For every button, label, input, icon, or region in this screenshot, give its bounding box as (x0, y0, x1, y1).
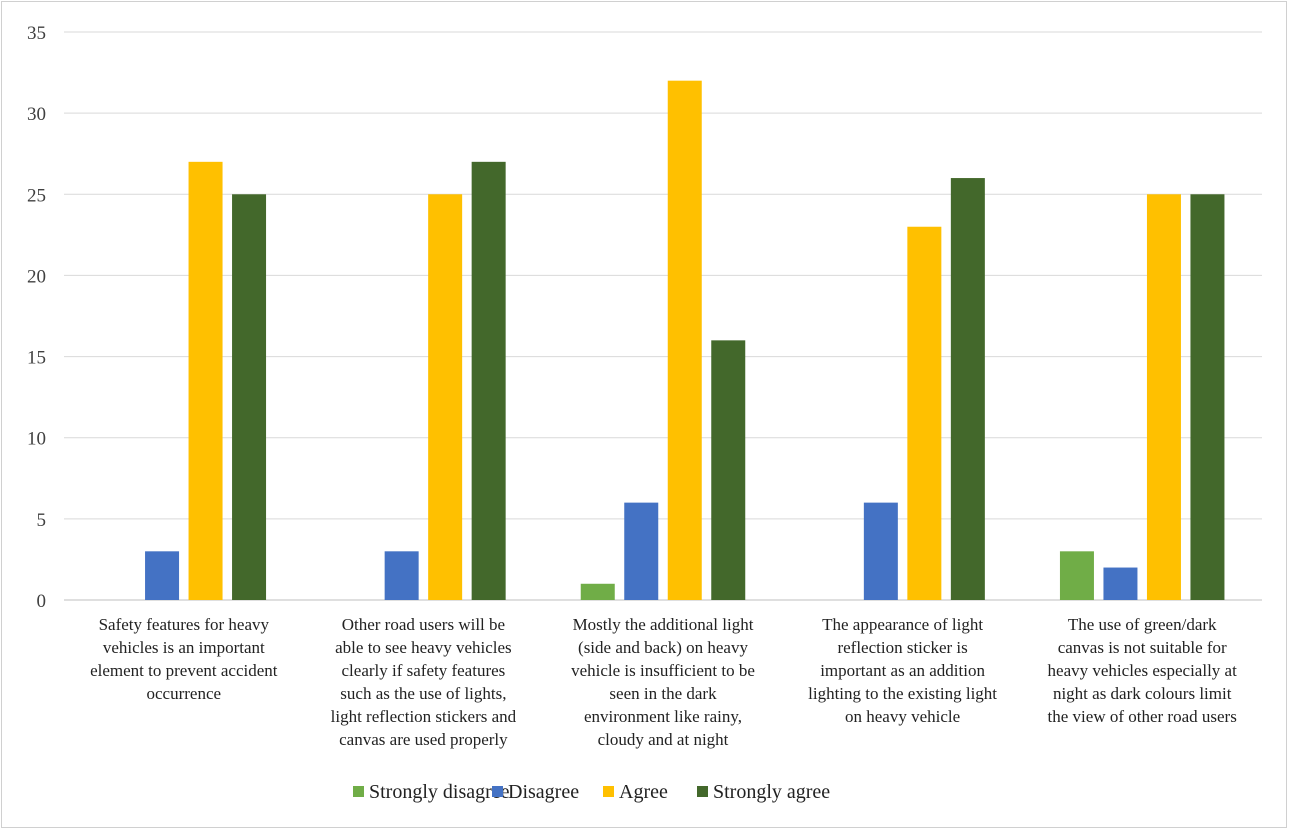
legend-label-2: Agree (619, 781, 668, 803)
y-tick-label: 10 (27, 429, 46, 450)
category-label-line: light reflection stickers and (331, 707, 517, 726)
category-label-line: cloudy and at night (598, 730, 729, 749)
category-label-line: The appearance of light (822, 615, 983, 634)
category-label-0: Safety features for heavy vehicles is an … (90, 615, 278, 703)
category-label-line: the view of other road users (1048, 707, 1237, 726)
bar-agree-4 (1146, 194, 1181, 601)
category-label-1: Other road users will be able to see heav… (331, 615, 517, 749)
legend-label-0: Strongly disagree (369, 781, 510, 803)
category-label-line: important as an addition (820, 661, 985, 680)
y-axis-ticks: 0 5 10 15 20 25 30 35 (27, 23, 46, 612)
category-label-line: Mostly the additional light (573, 615, 754, 634)
y-tick-label: 20 (27, 266, 46, 287)
legend-swatch-0 (353, 786, 364, 797)
category-label-line: (side and back) on heavy (578, 638, 748, 657)
bar-strongly-agree-0 (232, 194, 267, 601)
category-label-line: able to see heavy vehicles (335, 638, 512, 657)
bar-agree-1 (428, 194, 463, 601)
category-label-line: The use of green/dark (1068, 615, 1217, 634)
category-label-line: environment like rainy, (584, 707, 742, 726)
category-label-line: Safety features for heavy (99, 615, 270, 634)
category-label-3: The appearance of light reflection sticke… (808, 615, 997, 726)
category-label-line: on heavy vehicle (845, 707, 960, 726)
category-labels: Safety features for heavy vehicles is an … (90, 615, 1237, 749)
bar-agree-2 (667, 80, 702, 600)
category-label-4: The use of green/dark canvas is not suita… (1048, 615, 1238, 726)
legend-swatch-1 (492, 786, 503, 797)
category-label-line: lighting to the existing light (808, 684, 997, 703)
y-tick-label: 35 (27, 23, 46, 44)
y-tick-label: 5 (37, 510, 47, 531)
category-label-line: clearly if safety features (342, 661, 506, 680)
category-label-line: heavy vehicles especially at (1048, 661, 1238, 680)
bar-agree-0 (188, 161, 223, 601)
bar-strongly-agree-3 (950, 178, 985, 601)
bars (145, 80, 1225, 601)
category-label-line: occurrence (147, 684, 222, 703)
y-tick-label: 25 (27, 185, 46, 206)
bar-strongly-agree-1 (471, 161, 506, 601)
bar-agree-3 (907, 226, 942, 600)
category-label-line: Other road users will be (342, 615, 505, 634)
y-tick-label: 15 (27, 348, 46, 369)
category-label-2: Mostly the additional light (side and bac… (571, 615, 755, 749)
bar-strongly-disagree-4 (1059, 551, 1094, 600)
bar-strongly-agree-2 (711, 340, 746, 600)
category-label-line: vehicle is insufficient to be (571, 661, 755, 680)
legend-swatch-3 (697, 786, 708, 797)
category-label-line: canvas are used properly (339, 730, 508, 749)
category-label-line: vehicles is an important (103, 638, 265, 657)
category-label-line: night as dark colours limit (1053, 684, 1232, 703)
category-label-line: such as the use of lights, (340, 684, 506, 703)
legend-swatch-2 (603, 786, 614, 797)
legend-label-1: Disagree (508, 781, 579, 803)
bar-disagree-1 (384, 551, 419, 600)
category-label-line: canvas is not suitable for (1058, 638, 1227, 657)
y-tick-label: 0 (37, 591, 47, 612)
category-label-line: element to prevent accident (90, 661, 278, 680)
bar-disagree-4 (1103, 567, 1138, 600)
bar-disagree-3 (863, 502, 898, 600)
category-label-line: seen in the dark (609, 684, 717, 703)
legend-label-3: Strongly agree (713, 781, 830, 803)
category-label-line: reflection sticker is (837, 638, 967, 657)
bar-disagree-2 (624, 502, 659, 600)
bar-strongly-disagree-2 (580, 583, 615, 600)
bar-disagree-0 (145, 551, 180, 600)
y-tick-label: 30 (27, 104, 46, 125)
bar-strongly-agree-4 (1190, 194, 1225, 601)
